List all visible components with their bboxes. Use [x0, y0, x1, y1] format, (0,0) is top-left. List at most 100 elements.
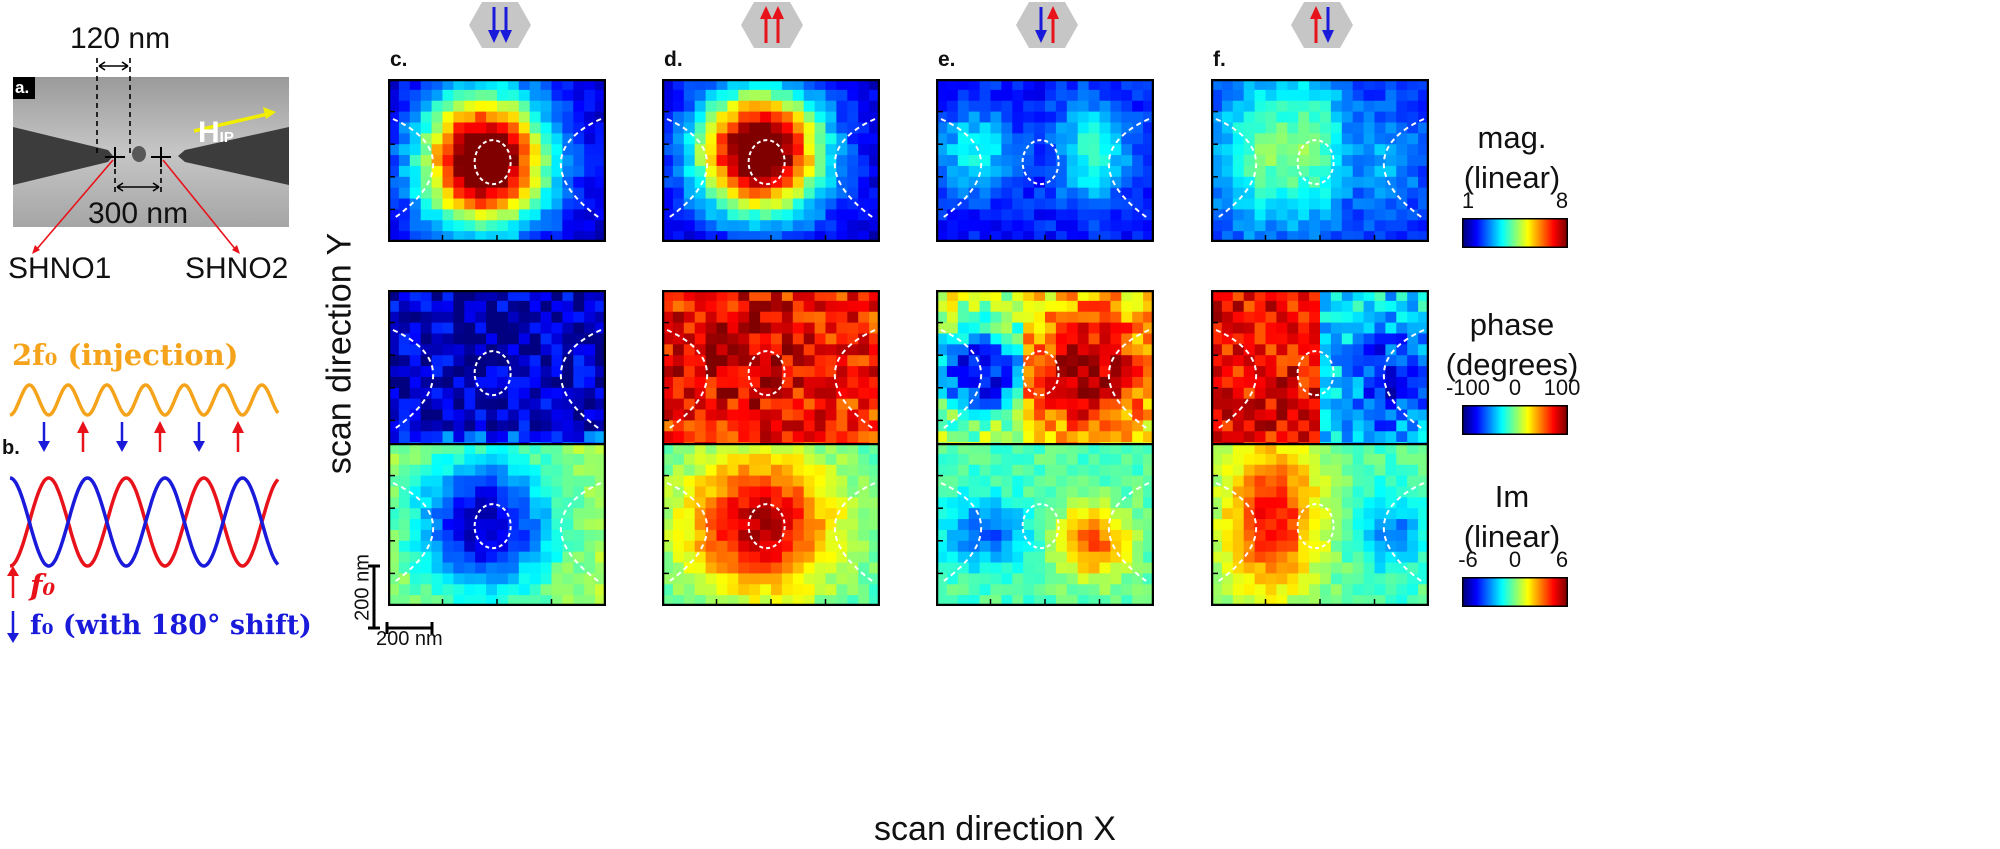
- heatmap-cell: [1232, 300, 1245, 313]
- colorbar-title-2: Im (linear): [1412, 477, 1612, 557]
- heatmap-cell: [497, 573, 509, 585]
- heatmap-cell: [825, 111, 837, 124]
- heatmap-cell: [694, 420, 707, 432]
- heatmap-cell: [1309, 333, 1321, 345]
- heatmap-cell: [464, 344, 476, 356]
- colorbar-stripe: [1522, 406, 1524, 434]
- heatmap-cell: [957, 508, 970, 520]
- heatmap-cell: [716, 220, 728, 232]
- heatmap-cell: [1143, 475, 1154, 488]
- heatmap-cell: [672, 387, 685, 400]
- heatmap-cell: [551, 89, 563, 102]
- heatmap-cell: [453, 111, 465, 124]
- colorbar-stripe: [1505, 578, 1507, 606]
- heatmap-cell: [1088, 144, 1101, 156]
- heatmap-cell: [573, 398, 585, 411]
- heatmap-cell: [825, 322, 837, 335]
- heatmap-cell: [1385, 486, 1397, 498]
- heatmap-cell: [1055, 165, 1068, 178]
- colorbar-stripe: [1465, 578, 1467, 606]
- heatmap-cell: [1143, 133, 1154, 145]
- heatmap-cell: [792, 187, 805, 200]
- heatmap-cell: [1254, 475, 1267, 488]
- heatmap-cell: [442, 209, 454, 221]
- heatmap-cell: [803, 198, 816, 210]
- heatmap-cell: [1309, 540, 1321, 553]
- heatmap-cell: [595, 464, 606, 477]
- colorbar-1: [1462, 405, 1568, 435]
- colorbar-stripe: [1513, 406, 1515, 434]
- heatmap-cell: [1012, 562, 1024, 574]
- heatmap-cell: [551, 344, 563, 356]
- heatmap-cell: [781, 475, 794, 488]
- heatmap-cell: [1221, 209, 1234, 221]
- heatmap-cell: [825, 497, 837, 509]
- heatmap-cell: [825, 79, 837, 91]
- heatmap-cell: [475, 529, 487, 542]
- heatmap-cell: [1055, 111, 1068, 124]
- heatmap-cell: [442, 551, 454, 564]
- heatmap-cell: [1001, 133, 1013, 145]
- heatmap-cell: [431, 519, 444, 531]
- colorbar-stripe: [1487, 406, 1489, 434]
- heatmap-cell: [1055, 387, 1068, 400]
- heatmap-cell: [1066, 165, 1079, 178]
- heatmap-cell: [442, 595, 454, 606]
- heatmap-cell: [453, 209, 465, 221]
- center-dot-outline: [747, 139, 786, 186]
- shno1-pointer: [35, 159, 114, 251]
- heatmap-cell: [869, 290, 880, 302]
- heatmap-cell: [1066, 311, 1079, 324]
- heatmap-cell: [518, 376, 531, 389]
- heatmap-cell: [1396, 376, 1408, 389]
- heatmap-cell: [1211, 409, 1223, 421]
- colorbar-stripe: [1503, 219, 1505, 247]
- heatmap-cell: [1352, 133, 1365, 145]
- heatmap-cell: [497, 111, 509, 124]
- heatmap-cell: [825, 486, 837, 498]
- heatmap-cell: [595, 486, 606, 498]
- heatmap-cell: [1298, 409, 1310, 421]
- heatmap-cell: [1066, 529, 1079, 542]
- heatmap-cell: [1330, 322, 1343, 335]
- heatmap-cell: [398, 398, 411, 411]
- heatmap-cell: [1243, 220, 1256, 232]
- heatmap-cell: [1001, 497, 1013, 509]
- heatmap-cell: [1352, 398, 1365, 411]
- heatmap-cell: [705, 220, 718, 232]
- heatmap-cell: [760, 155, 772, 167]
- heatmap-cell: [1396, 311, 1408, 324]
- heatmap-cell: [1265, 398, 1277, 411]
- heatmap-cell: [1232, 333, 1245, 345]
- heatmap-cell: [1099, 89, 1111, 102]
- colorbar-stripe: [1501, 219, 1503, 247]
- center-dot-outline: [1021, 139, 1060, 186]
- heatmap-cell: [584, 486, 596, 498]
- heatmap-cell: [1374, 209, 1386, 221]
- colorbar-0: [1462, 218, 1568, 248]
- heatmap-cell: [584, 187, 596, 200]
- colorbar-frame: [1462, 577, 1568, 607]
- heatmap-cell: [1287, 595, 1299, 606]
- heatmap-cell: [1045, 198, 1057, 210]
- colorbar-stripe: [1481, 219, 1483, 247]
- heatmap-cell: [672, 322, 685, 335]
- heatmap-cell: [464, 333, 476, 345]
- colorbar-frame: [1462, 405, 1568, 435]
- heatmap-cell: [1012, 529, 1024, 542]
- colorbar-stripe: [1564, 578, 1566, 606]
- heatmap-cell: [1374, 486, 1386, 498]
- colorbar-stripe: [1494, 578, 1496, 606]
- heatmap-cell: [672, 311, 685, 324]
- heatmap-cell: [968, 453, 981, 466]
- heatmap-cell: [738, 366, 750, 378]
- colorbar-stripe: [1509, 578, 1511, 606]
- heatmap-cell: [936, 187, 948, 200]
- colorbar-stripe: [1519, 578, 1521, 606]
- heatmap-cell: [781, 100, 794, 113]
- heatmap-cell: [683, 464, 696, 477]
- heatmap-cell: [979, 387, 992, 400]
- heatmap-cell: [836, 562, 848, 574]
- heatmap-cell: [749, 366, 761, 378]
- heatmap-cell: [946, 508, 959, 520]
